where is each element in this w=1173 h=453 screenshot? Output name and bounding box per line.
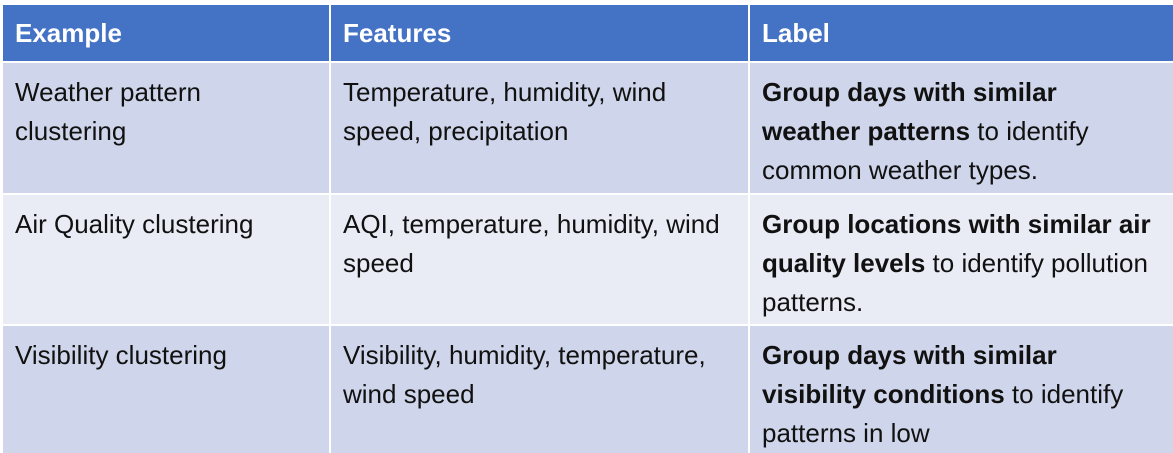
features-cell: Visibility, humidity, temperature, wind … [330, 325, 750, 453]
label-bold-text: Group locations with similar air quality… [762, 209, 1151, 278]
features-cell: Temperature, humidity, wind speed, preci… [330, 62, 750, 195]
header-row: Example Features Label [3, 5, 1173, 63]
label-rest-text: to identify common weather types. [762, 116, 1089, 185]
table-row: Weather pattern clustering Temperature, … [3, 62, 1173, 195]
label-rest-text: to identify patterns in low [762, 379, 1124, 448]
table-row: Visibility clustering Visibility, humidi… [3, 325, 1173, 453]
table-body: Weather pattern clustering Temperature, … [3, 62, 1173, 453]
label-cell: Group days with similar weather patterns… [749, 62, 1173, 195]
label-cell: Group locations with similar air quality… [749, 194, 1173, 326]
features-cell: AQI, temperature, humidity, wind speed [330, 194, 750, 326]
table-header: Example Features Label [3, 5, 1173, 63]
header-features: Features [330, 5, 750, 63]
example-cell: Weather pattern clustering [3, 62, 331, 195]
label-cell: Group days with similar visibility condi… [749, 325, 1173, 453]
label-bold-text: Group days with similar visibility condi… [762, 340, 1057, 409]
table-row: Air Quality clustering AQI, temperature,… [3, 194, 1173, 326]
example-cell: Visibility clustering [3, 325, 331, 453]
header-example: Example [3, 5, 331, 63]
clustering-examples-table: Example Features Label Weather pattern c… [3, 5, 1173, 453]
label-rest-text: to identify pollution patterns. [762, 248, 1148, 317]
example-cell: Air Quality clustering [3, 194, 331, 326]
label-bold-text: Group days with similar weather patterns [762, 77, 1057, 146]
header-label: Label [749, 5, 1173, 63]
